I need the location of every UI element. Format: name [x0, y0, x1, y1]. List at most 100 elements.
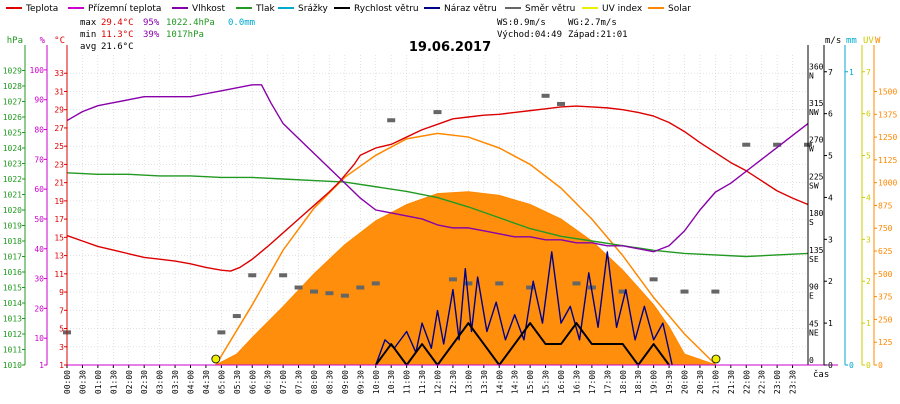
rain-tick-label: 0 [849, 361, 854, 370]
stat-max-press: 1022.4hPa [166, 18, 215, 28]
pressure-tick-label: 1021 [3, 191, 22, 200]
wind-direction-point [557, 101, 565, 106]
wind-speed-tick-label: 5 [828, 152, 833, 161]
x-tick-label: 01:00 [94, 370, 103, 394]
solar-tick-label: 500 [878, 270, 893, 279]
x-tick-label: 07:00 [279, 370, 288, 394]
wind-direction-point [464, 281, 473, 286]
pressure-tick-label: 1018 [3, 237, 22, 246]
wind-direction-point [232, 314, 241, 319]
solar-tick-label: 1375 [878, 110, 897, 119]
wind-direction-point [356, 285, 365, 290]
legend-item-rychlost-vetru: Rychlost větru [334, 4, 419, 14]
uv-tick-label: 1 [866, 319, 871, 328]
x-tick-label: 20:00 [681, 370, 690, 394]
x-tick-label: 18:30 [634, 370, 643, 394]
direction-tick-label: 45 [809, 319, 819, 328]
x-tick-label: 10:00 [372, 370, 381, 394]
x-tick-label: 12:30 [449, 370, 458, 394]
stat-min-temp: 11.3°C [101, 30, 134, 40]
x-tick-label: 16:00 [557, 370, 566, 394]
legend-item-prizemni-teplota: Přízemní teplota [68, 4, 161, 14]
wind-speed-tick-label: 3 [828, 235, 833, 244]
wind-direction-point [618, 289, 627, 294]
wind-direction-point [217, 330, 226, 335]
solar-tick-label: 1500 [878, 87, 897, 96]
solar-tick-label: 1000 [878, 179, 897, 188]
legend-item-solar: Solar [648, 4, 691, 14]
solar-theoretical-line [215, 132, 717, 366]
direction-tick-label: 135 [809, 246, 824, 255]
solar-tick-label: 125 [878, 338, 893, 347]
legend-label-tlak: Tlak [255, 4, 276, 14]
legend-item-uv-index: UV index [582, 4, 643, 14]
x-tick-label: 05:00 [217, 370, 226, 394]
wind-direction-point [711, 289, 720, 294]
temperature-tick-label: 5 [59, 325, 64, 334]
x-tick-label: 00:00 [63, 370, 72, 394]
temperature-axis-unit: °C [54, 36, 65, 46]
pressure-tick-label: 1019 [3, 222, 22, 231]
direction-tick-label: 180 [809, 209, 824, 218]
wind-direction-point [310, 289, 318, 294]
x-tick-label: 14:30 [511, 370, 520, 394]
chart-title: 19.06.2017 [409, 40, 491, 55]
direction-tick-label: 0 [809, 356, 814, 365]
wind-direction-point [325, 291, 334, 296]
direction-tick-name: E [809, 292, 814, 301]
x-tick-label: 10:30 [387, 370, 396, 394]
x-tick-label: 18:00 [619, 370, 628, 394]
uv-index-point [211, 354, 221, 364]
temperature-tick-label: 3 [59, 343, 64, 352]
stat-max-label: max [80, 18, 97, 28]
x-tick-label: 06:30 [264, 370, 273, 394]
pressure-tick-label: 1015 [3, 284, 22, 293]
wind-direction-point [371, 281, 380, 286]
pressure-tick-label: 1014 [3, 299, 22, 308]
x-axis-label: čas [813, 369, 829, 380]
uv-axis-unit: UV [863, 36, 874, 46]
wind-speed-tick-label: 7 [828, 68, 833, 77]
series-line-tlak [66, 172, 809, 258]
x-tick-label: 13:30 [480, 370, 489, 394]
humidity-tick-label: 50 [34, 215, 44, 224]
stat-max-rain: 0.0mm [228, 18, 255, 28]
stat-ws: WS:0.9m/s [497, 18, 546, 28]
wind-direction-point [680, 289, 689, 294]
uv-index-point [711, 354, 721, 364]
stat-wg: WG:2.7m/s [568, 18, 617, 28]
stat-min-press: 1017hPa [166, 30, 204, 40]
wind-direction-point [340, 293, 349, 298]
stat-sunset: Západ:21:01 [568, 30, 628, 40]
pressure-tick-label: 1029 [3, 67, 22, 76]
solar-tick-label: 375 [878, 293, 893, 302]
wind-direction-point [448, 277, 457, 282]
wind-direction-point [541, 93, 550, 98]
x-tick-label: 17:30 [603, 370, 612, 394]
wind-direction-point [572, 281, 581, 286]
x-tick-label: 23:00 [773, 370, 782, 394]
x-tick-label: 15:00 [526, 370, 535, 394]
direction-tick-label: 225 [809, 172, 824, 181]
temperature-tick-label: 13 [54, 252, 64, 261]
humidity-tick-label: 80 [34, 126, 44, 135]
legend-label-rychlost-vetru: Rychlost větru [354, 4, 419, 14]
x-tick-label: 17:00 [588, 370, 597, 394]
direction-tick-name: SW [809, 181, 819, 190]
uv-tick-label: 7 [866, 68, 871, 77]
wind-direction-point [526, 285, 535, 290]
direction-tick-label: 270 [809, 136, 824, 145]
pressure-axis-unit: hPa [7, 36, 23, 46]
temperature-tick-label: 27 [54, 124, 64, 133]
legend-label-uv-index: UV index [602, 4, 643, 14]
legend-label-naraz-vetru: Náraz větru [444, 4, 497, 14]
wind-speed-tick-label: 2 [828, 277, 833, 286]
pressure-tick-label: 1025 [3, 129, 22, 138]
x-tick-label: 12:00 [434, 370, 443, 394]
x-tick-label: 02:30 [140, 370, 149, 394]
x-tick-label: 06:00 [248, 370, 257, 394]
pressure-tick-label: 1024 [3, 144, 22, 153]
x-tick-label: 13:00 [464, 370, 473, 394]
x-tick-label: 08:30 [325, 370, 334, 394]
solar-tick-label: 625 [878, 247, 893, 256]
